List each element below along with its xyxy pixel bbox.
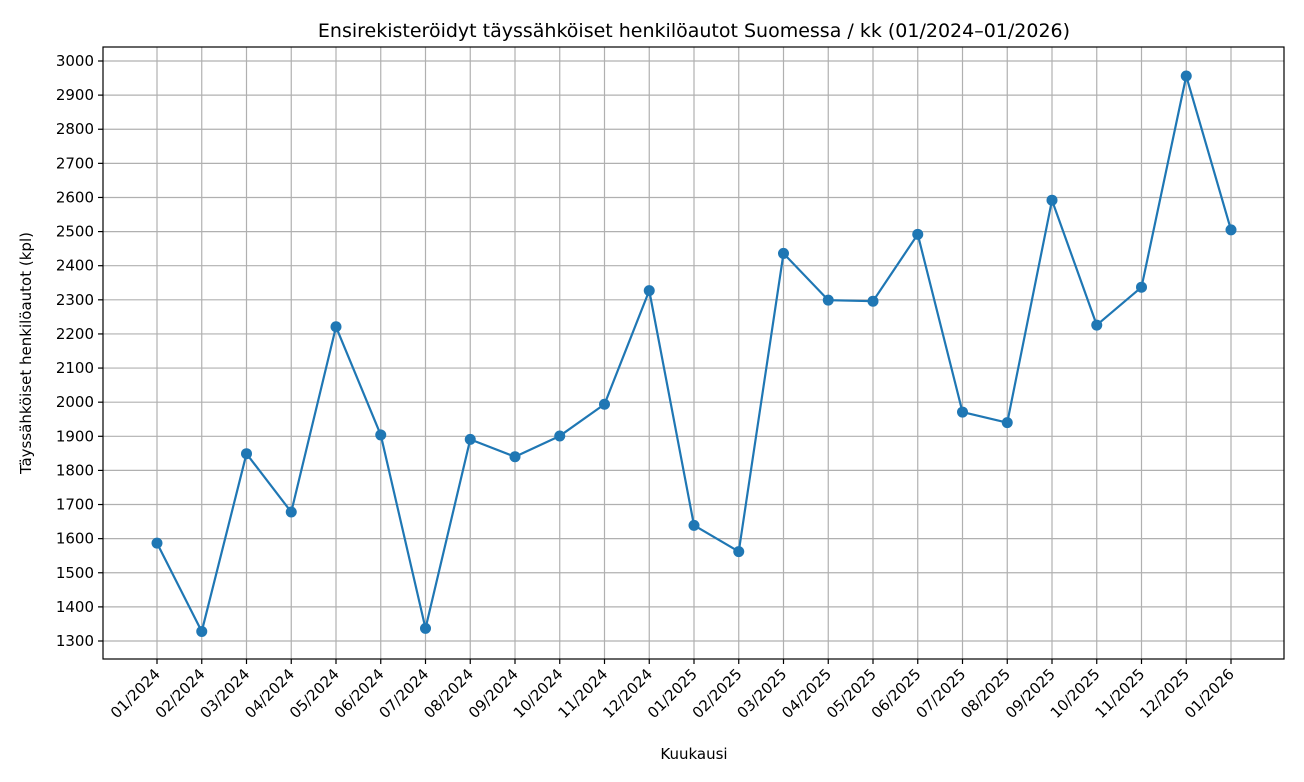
data-point-marker xyxy=(867,295,879,307)
data-point-marker xyxy=(554,430,566,442)
y-tick-label: 2100 xyxy=(56,359,94,377)
data-point-marker xyxy=(1136,281,1147,293)
data-point-marker xyxy=(1091,319,1103,331)
y-tick-label: 1400 xyxy=(56,598,94,616)
data-point-marker xyxy=(330,321,342,333)
data-point-marker xyxy=(420,622,431,634)
y-tick-label: 2400 xyxy=(56,257,94,275)
y-axis-label: Täyssähköiset henkilöautot (kpl) xyxy=(17,232,35,475)
data-point-marker xyxy=(822,294,834,306)
y-tick-label: 1600 xyxy=(56,530,94,548)
data-point-marker xyxy=(1225,224,1237,236)
data-point-marker xyxy=(733,546,745,558)
y-tick-label: 2800 xyxy=(56,120,94,138)
y-tick-label: 2600 xyxy=(56,188,94,206)
x-axis-label: Kuukausi xyxy=(660,745,727,763)
data-point-marker xyxy=(375,429,387,441)
data-point-marker xyxy=(196,625,208,637)
data-point-marker xyxy=(688,519,700,531)
y-tick-label: 1900 xyxy=(56,427,94,445)
data-point-marker xyxy=(778,247,789,259)
y-tick-label: 2000 xyxy=(56,393,94,411)
y-tick-label: 2900 xyxy=(56,86,94,104)
plot-frame xyxy=(102,46,1285,660)
data-point-marker xyxy=(599,398,610,410)
data-point-marker xyxy=(1180,70,1192,82)
y-tick-label: 3000 xyxy=(56,52,94,70)
y-tick-label: 1500 xyxy=(56,564,94,582)
data-point-marker xyxy=(643,285,655,297)
data-point-marker xyxy=(912,228,924,240)
data-point-marker xyxy=(285,506,297,518)
data-point-marker xyxy=(1046,194,1058,206)
grid-lines xyxy=(103,47,1284,659)
data-series xyxy=(151,70,1237,637)
y-tick-label: 2700 xyxy=(56,154,94,172)
y-tick-label: 2500 xyxy=(56,223,94,241)
chart-title: Ensirekisteröidyt täyssähköiset henkilöa… xyxy=(318,20,1070,42)
data-point-marker xyxy=(464,433,476,445)
x-tick-label: 01/2026 xyxy=(1181,665,1238,722)
y-tick-label: 1800 xyxy=(56,461,94,479)
data-point-marker xyxy=(241,448,252,460)
y-tick-label: 2200 xyxy=(56,325,94,343)
data-point-marker xyxy=(509,451,521,463)
data-point-marker xyxy=(151,537,163,549)
data-point-marker xyxy=(1001,417,1013,429)
y-tick-label: 1700 xyxy=(56,496,94,514)
axes: 1300 1400 1500 1600 1700 1800 1900 2000 2100 2200… xyxy=(56,46,1285,722)
y-tick-label: 1300 xyxy=(56,632,94,650)
data-point-marker xyxy=(957,406,968,418)
y-tick-label: 2300 xyxy=(56,291,94,309)
